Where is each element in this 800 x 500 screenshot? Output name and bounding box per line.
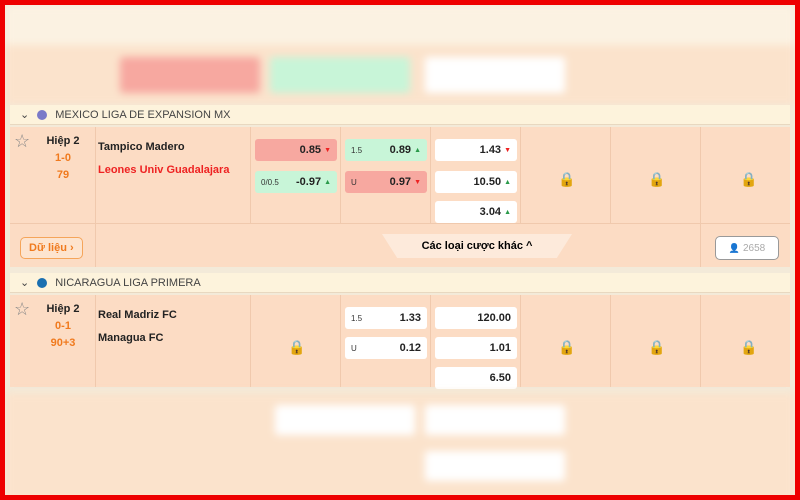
- odd-over[interactable]: 1.5 1.33: [345, 307, 427, 329]
- odd-hdp-home[interactable]: 0.85 ▼: [255, 139, 337, 161]
- lock-icon: 🔒: [288, 339, 306, 355]
- blurred-footer: [5, 393, 795, 495]
- lock-icon: 🔒: [648, 339, 666, 355]
- league-icon: [37, 277, 48, 288]
- odds-board: ⌄ MEXICO LIGA DE EXPANSION MX ☆ Hiệp 2 1…: [5, 5, 795, 495]
- league-icon: [37, 109, 48, 120]
- odd-over[interactable]: 1.5 0.89 ▲: [345, 139, 427, 161]
- odd-1[interactable]: 120.00: [435, 307, 517, 329]
- league-name: NICARAGUA LIGA PRIMERA: [55, 276, 201, 289]
- odd-hdp-away[interactable]: 0/0.5 -0.97 ▲: [255, 171, 337, 193]
- minute: 79: [56, 169, 70, 181]
- data-button[interactable]: Dữ liệu ›: [20, 237, 83, 259]
- league-header-mexico[interactable]: ⌄ MEXICO LIGA DE EXPANSION MX: [10, 105, 790, 125]
- period: Hiệp 2: [46, 135, 80, 147]
- league-name: MEXICO LIGA DE EXPANSION MX: [55, 108, 231, 121]
- user-icon: 👤: [728, 242, 740, 253]
- lock-icon: 🔒: [740, 171, 758, 187]
- odd-under[interactable]: U 0.97 ▼: [345, 171, 427, 193]
- match-row: ☆ Hiệp 2 0-1 90+3 Real Madriz FC Managua…: [10, 295, 790, 389]
- odd-x[interactable]: 6.50: [435, 367, 517, 389]
- odd-2[interactable]: 1.01: [435, 337, 517, 359]
- period: Hiệp 2: [46, 303, 80, 315]
- league-header-nicaragua[interactable]: ⌄ NICARAGUA LIGA PRIMERA: [10, 273, 790, 293]
- minute: 90+3: [50, 337, 76, 349]
- lock-icon: 🔒: [740, 339, 758, 355]
- chevron-down-icon[interactable]: ⌄: [20, 277, 30, 289]
- odd-x[interactable]: 3.04 ▲: [435, 201, 517, 223]
- score: 1-0: [55, 152, 71, 164]
- odd-under[interactable]: U 0.12: [345, 337, 427, 359]
- favorite-star-icon[interactable]: ☆: [14, 131, 31, 151]
- more-bets-button[interactable]: Các loại cược khác ^: [382, 234, 572, 258]
- odd-1[interactable]: 1.43 ▼: [435, 139, 517, 161]
- lock-icon: 🔒: [648, 171, 666, 187]
- home-team: Real Madriz FC: [98, 309, 177, 321]
- lock-icon: 🔒: [558, 339, 576, 355]
- blurred-header: [5, 5, 795, 105]
- odd-2[interactable]: 10.50 ▲: [435, 171, 517, 193]
- score: 0-1: [55, 320, 71, 332]
- match-row: ☆ Hiệp 2 1-0 79 Tampico Madero Leones Un…: [10, 127, 790, 267]
- favorite-star-icon[interactable]: ☆: [14, 299, 31, 319]
- lock-icon: 🔒: [558, 171, 576, 187]
- viewers-button[interactable]: 👤 2658: [715, 236, 779, 260]
- home-team: Tampico Madero: [98, 141, 185, 153]
- chevron-down-icon[interactable]: ⌄: [20, 109, 30, 121]
- away-team: Leones Univ Guadalajara: [98, 164, 230, 176]
- away-team: Managua FC: [98, 332, 164, 344]
